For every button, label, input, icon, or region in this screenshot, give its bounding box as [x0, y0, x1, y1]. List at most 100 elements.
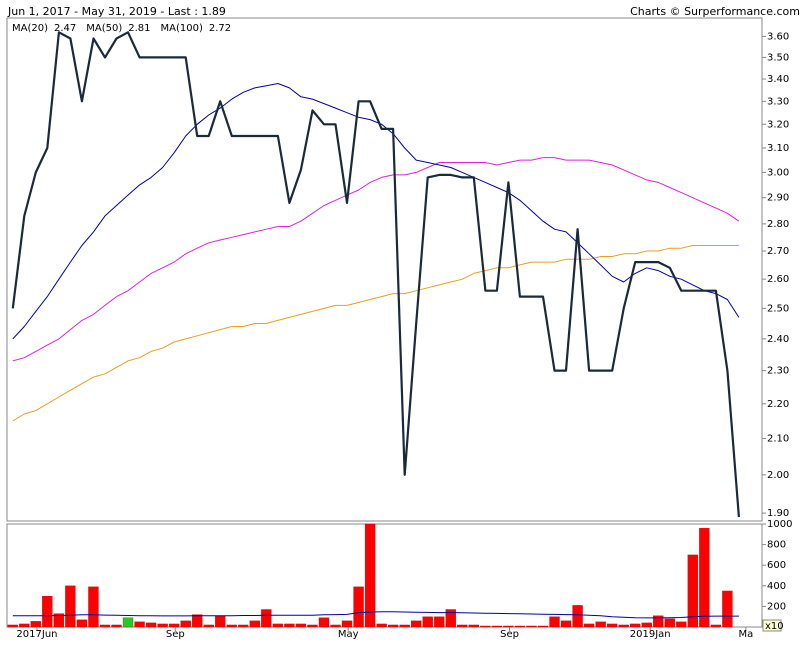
volume-bar: [699, 527, 710, 628]
volume-bar: [630, 623, 641, 628]
volume-bar: [19, 623, 30, 628]
y-tick-label: 3.00: [767, 167, 789, 178]
volume-bar: [664, 618, 675, 628]
volume-bar: [341, 620, 353, 628]
volume-bar: [203, 624, 214, 628]
volume-bar: [491, 625, 503, 628]
volume-bar: [607, 623, 618, 628]
x-tick-label: May: [338, 629, 359, 640]
volume-bar: [503, 625, 514, 628]
volume-bar: [457, 624, 468, 628]
volume-bar: [226, 624, 237, 628]
y-tick-label: 3.30: [767, 96, 789, 107]
volume-bar: [134, 621, 145, 628]
volume-bar: [330, 624, 341, 628]
legend: MA(20) 2.47 MA(50) 2.81 MA(100) 2.72: [12, 23, 231, 34]
legend-value: 2.72: [209, 23, 231, 34]
volume-bar: [434, 616, 445, 628]
volume-bar: [42, 595, 53, 628]
chart-title: Jun 1, 2017 - May 31, 2019 - Last : 1.89: [7, 5, 226, 18]
legend-value: 2.47: [54, 23, 76, 34]
y-tick-label: 3.50: [767, 52, 789, 63]
volume-bar: [249, 620, 260, 628]
volume-bar: [687, 554, 698, 628]
volume-bar: [272, 623, 284, 628]
y-tick-label: 2.30: [767, 366, 789, 377]
y-tick-label: 200: [767, 601, 786, 612]
y-tick-label: 2.40: [767, 334, 789, 345]
x-tick-label: 2019Jan: [630, 629, 671, 640]
volume-bar: [318, 617, 330, 628]
y-tick-label: 600: [767, 560, 786, 571]
y-tick-label: 2.80: [767, 219, 789, 230]
y-tick-label: 800: [767, 540, 786, 551]
y-tick-label: 3.10: [767, 143, 789, 154]
volume-average: [12, 611, 739, 619]
volume-bar: [364, 523, 376, 628]
y-tick-label: 3.20: [767, 119, 789, 130]
volume-bar: [168, 623, 180, 628]
volume-bar: [526, 625, 537, 628]
y-tick-label: 2.70: [767, 246, 789, 257]
volume-bar: [468, 624, 479, 628]
volume-bar: [284, 623, 295, 628]
volume-bar: [111, 624, 122, 628]
y-tick-label: 2.60: [767, 274, 789, 285]
price-line: [11, 31, 740, 518]
volume-bar: [261, 609, 272, 628]
volume-bar: [445, 609, 456, 628]
volume-bar: [537, 625, 549, 628]
volume-bar: [641, 622, 652, 628]
y-tick-label: 3.60: [767, 31, 789, 42]
y-tick-label: 1.90: [767, 508, 789, 519]
volume-bar: [514, 625, 526, 628]
volume-bar: [399, 624, 410, 628]
x-tick-label: Sep: [500, 629, 519, 640]
volume-bar: [30, 621, 41, 628]
volume-bar: [65, 585, 76, 628]
x-tick-label: Sep: [166, 629, 185, 640]
x-tick-label: Ma: [738, 629, 753, 640]
volume-bar: [238, 624, 249, 628]
volume-bar: [7, 624, 18, 628]
volume-bar: [411, 620, 422, 628]
volume-bar: [88, 586, 99, 628]
ma-line: [12, 83, 740, 340]
volume-bar: [53, 613, 65, 628]
y-tick-label: 2.50: [767, 303, 789, 314]
y-tick-label: 2.20: [767, 399, 789, 410]
volume-bar: [560, 620, 572, 628]
volume-bar: [122, 617, 134, 628]
y-tick-label: 2.00: [767, 470, 789, 481]
x-tick-label: 2017Jun: [16, 629, 57, 640]
ma-line: [12, 245, 739, 422]
legend-label: MA(100): [161, 23, 203, 34]
y-tick-label: 2.90: [767, 193, 789, 204]
volume-bar: [307, 624, 318, 628]
volume-bar: [480, 625, 491, 628]
volume-bar: [157, 623, 168, 628]
volume-bar: [376, 623, 387, 628]
y-tick-label: 1000: [767, 519, 792, 530]
volume-bar: [710, 624, 722, 628]
price-frame: [6, 17, 763, 522]
volume-bar: [572, 605, 583, 628]
volume-bar: [180, 620, 191, 628]
y-tick-label: 3.40: [767, 74, 789, 85]
volume-bar: [145, 622, 157, 628]
volume-bar: [192, 614, 203, 628]
legend-value: 2.81: [128, 23, 150, 34]
legend-label: MA(20): [12, 23, 48, 34]
y-tick-label: 400: [767, 581, 786, 592]
volume-bar: [295, 623, 307, 628]
credit: Charts © Surperformance.com: [630, 5, 800, 18]
volume-bar: [618, 624, 629, 628]
unit-label: x10: [765, 621, 784, 632]
volume-bar: [353, 586, 364, 628]
unit-box: [762, 619, 782, 632]
volume-bar: [549, 616, 560, 628]
volume-bar: [722, 590, 733, 628]
volume-bar: [653, 615, 664, 628]
